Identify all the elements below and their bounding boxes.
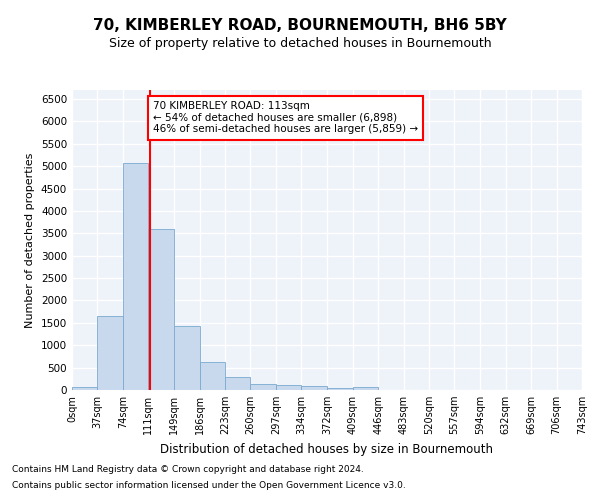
Bar xyxy=(250,384,276,390)
Bar xyxy=(200,362,225,390)
Text: 70 KIMBERLEY ROAD: 113sqm
← 54% of detached houses are smaller (6,898)
46% of se: 70 KIMBERLEY ROAD: 113sqm ← 54% of detac… xyxy=(153,101,418,134)
Bar xyxy=(72,386,97,390)
Text: Contains public sector information licensed under the Open Government Licence v3: Contains public sector information licen… xyxy=(12,480,406,490)
Bar xyxy=(123,164,148,390)
Bar xyxy=(174,326,200,390)
X-axis label: Distribution of detached houses by size in Bournemouth: Distribution of detached houses by size … xyxy=(161,442,493,456)
Bar xyxy=(225,377,250,390)
Bar xyxy=(148,230,174,390)
Bar xyxy=(276,385,301,390)
Text: Size of property relative to detached houses in Bournemouth: Size of property relative to detached ho… xyxy=(109,38,491,51)
Y-axis label: Number of detached properties: Number of detached properties xyxy=(25,152,35,328)
Bar xyxy=(328,388,353,390)
Text: Contains HM Land Registry data © Crown copyright and database right 2024.: Contains HM Land Registry data © Crown c… xyxy=(12,466,364,474)
Bar xyxy=(301,386,328,390)
Bar xyxy=(353,388,378,390)
Bar xyxy=(97,316,123,390)
Text: 70, KIMBERLEY ROAD, BOURNEMOUTH, BH6 5BY: 70, KIMBERLEY ROAD, BOURNEMOUTH, BH6 5BY xyxy=(93,18,507,32)
